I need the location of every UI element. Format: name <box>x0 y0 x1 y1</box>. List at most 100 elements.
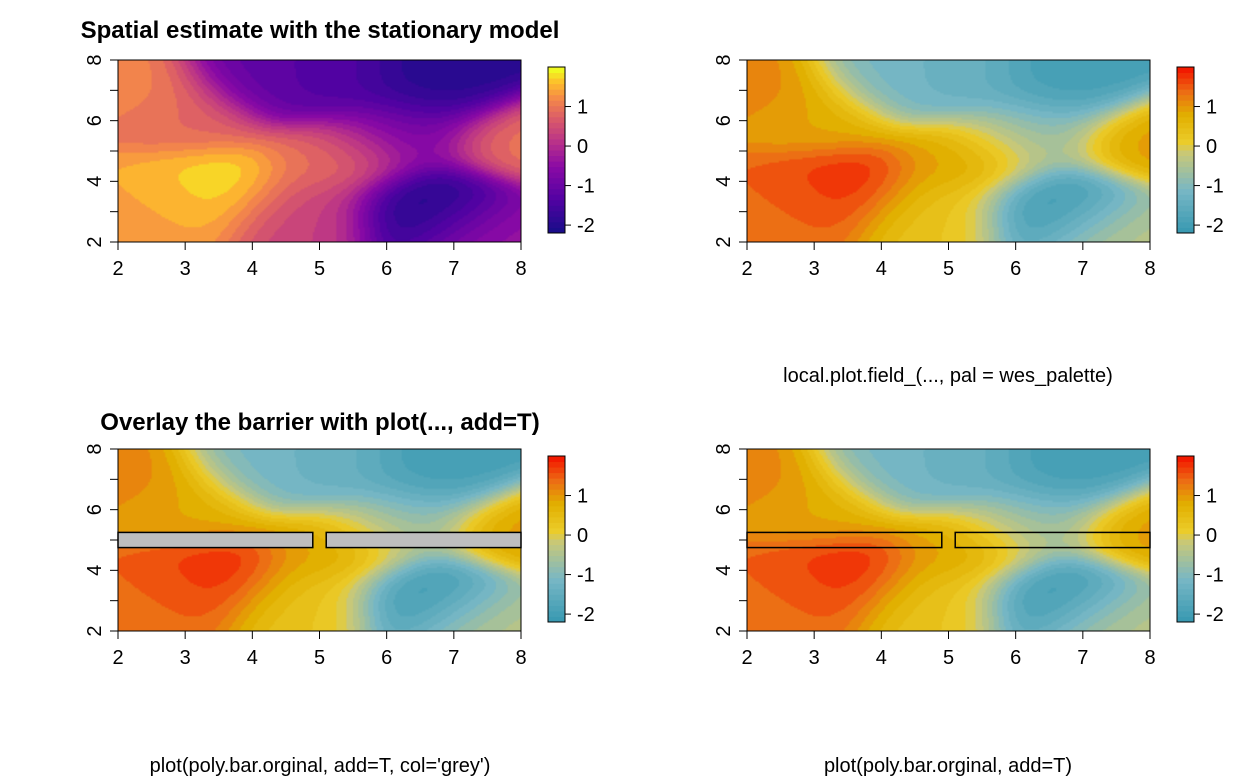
y-tick-label: 2 <box>713 236 735 247</box>
colorbar-swatch <box>548 511 565 518</box>
colorbar-swatch <box>548 161 565 168</box>
y-tick-label: 4 <box>84 176 106 187</box>
colorbar-swatch <box>1177 572 1194 579</box>
colorbar-swatch <box>548 199 565 206</box>
colorbar-swatch <box>1177 527 1194 534</box>
colorbar-swatch <box>1177 505 1194 512</box>
colorbar-swatch <box>548 100 565 107</box>
colorbar-swatch <box>548 122 565 129</box>
colorbar-swatch <box>1177 544 1194 551</box>
panel-1-xaxis: 2 3 4 5 6 7 8 <box>112 242 527 280</box>
x-tick-label: 4 <box>876 258 887 280</box>
colorbar-swatch <box>548 550 565 557</box>
colorbar-swatch <box>548 227 565 234</box>
x-tick-label: 7 <box>448 258 459 280</box>
panel-4-subtitle: plot(poly.bar.orginal, add=T) <box>824 755 1072 777</box>
colorbar-tick-label: 1 <box>1206 486 1217 508</box>
x-tick-label: 6 <box>1010 647 1021 669</box>
colorbar-swatch <box>548 89 565 96</box>
colorbar-tick-label: -1 <box>577 565 595 587</box>
colorbar-swatch <box>1177 561 1194 568</box>
colorbar-frame <box>1176 455 1195 623</box>
colorbar-swatch <box>1177 199 1194 206</box>
colorbar-swatch <box>1177 511 1194 518</box>
colorbar-swatch <box>1177 221 1194 228</box>
colorbar-swatch <box>548 155 565 162</box>
colorbar-tick-label: -1 <box>577 176 595 198</box>
y-tick-label: 6 <box>713 504 735 515</box>
x-tick-label: 2 <box>741 258 752 280</box>
colorbar-swatch <box>1177 467 1194 474</box>
colorbar-swatch <box>548 127 565 134</box>
panel-2-xaxis: 2 3 4 5 6 7 8 <box>741 242 1156 280</box>
panel-2-colorbar: -2 -1 0 1 <box>1176 66 1224 237</box>
colorbar-frame <box>1176 66 1195 234</box>
x-tick-label: 2 <box>112 647 123 669</box>
x-tick-label: 3 <box>809 647 820 669</box>
panel-3-colorbar: -2 -1 0 1 <box>547 455 595 626</box>
x-tick-label: 4 <box>247 258 258 280</box>
colorbar-swatch <box>1177 583 1194 590</box>
colorbar-swatch <box>548 505 565 512</box>
colorbar-swatch <box>1177 555 1194 562</box>
panel-1: Spatial estimate with the stationary mod… <box>81 17 595 280</box>
x-tick-label: 2 <box>741 647 752 669</box>
colorbar-swatch <box>1177 133 1194 140</box>
colorbar-swatch <box>548 111 565 118</box>
colorbar-swatch <box>1177 550 1194 557</box>
colorbar-swatch <box>1177 78 1194 85</box>
colorbar-swatch <box>1177 483 1194 490</box>
colorbar-swatch <box>1177 210 1194 217</box>
x-tick-label: 6 <box>381 647 392 669</box>
colorbar-frame <box>547 66 566 234</box>
x-tick-label: 8 <box>1144 258 1155 280</box>
colorbar-swatch <box>1177 522 1194 529</box>
colorbar-swatch <box>548 566 565 573</box>
colorbar-swatch <box>548 494 565 501</box>
colorbar-swatch <box>548 533 565 540</box>
colorbar-swatch <box>548 205 565 212</box>
colorbar-swatch <box>1177 89 1194 96</box>
colorbar-swatch <box>548 616 565 623</box>
colorbar-swatch <box>548 561 565 568</box>
colorbar-swatch <box>1177 516 1194 523</box>
x-tick-label: 5 <box>314 647 325 669</box>
colorbar-swatch <box>548 539 565 546</box>
colorbar-swatch <box>1177 605 1194 612</box>
colorbar-swatch <box>1177 588 1194 595</box>
colorbar-swatch <box>548 72 565 79</box>
colorbar-swatch <box>548 544 565 551</box>
panel-3: Overlay the barrier with plot(..., add=T… <box>84 409 595 777</box>
colorbar-swatch <box>548 522 565 529</box>
y-tick-label: 8 <box>84 54 106 65</box>
colorbar-swatch <box>548 221 565 228</box>
colorbar-swatch <box>1177 594 1194 601</box>
colorbar-swatch <box>548 166 565 173</box>
colorbar-swatch <box>1177 116 1194 123</box>
panel-3-subtitle: plot(poly.bar.orginal, add=T, col='grey'… <box>150 755 491 777</box>
colorbar-swatch <box>548 605 565 612</box>
colorbar-swatch <box>548 572 565 579</box>
panel-2: 2 3 4 5 6 7 8 2 4 6 8 -2 -1 0 1 local.plot.field_(..… <box>713 54 1224 387</box>
x-tick-label: 7 <box>1077 647 1088 669</box>
y-tick-label: 8 <box>713 54 735 65</box>
y-tick-label: 2 <box>84 236 106 247</box>
x-tick-label: 8 <box>515 647 526 669</box>
x-tick-label: 5 <box>943 258 954 280</box>
colorbar-swatch <box>1177 188 1194 195</box>
colorbar-swatch <box>548 577 565 584</box>
colorbar-swatch <box>1177 205 1194 212</box>
y-tick-label: 6 <box>84 504 106 515</box>
colorbar-swatch <box>548 461 565 468</box>
x-tick-label: 8 <box>1144 647 1155 669</box>
colorbar-swatch <box>548 105 565 112</box>
colorbar-swatch <box>548 599 565 606</box>
y-tick-label: 4 <box>84 565 106 576</box>
colorbar-swatch <box>1177 456 1194 463</box>
colorbar-swatch <box>1177 599 1194 606</box>
colorbar-swatch <box>548 500 565 507</box>
colorbar-swatch <box>548 133 565 140</box>
colorbar-swatch <box>1177 566 1194 573</box>
colorbar-swatch <box>1177 577 1194 584</box>
panel-1-yaxis: 2 4 6 8 <box>84 54 118 248</box>
